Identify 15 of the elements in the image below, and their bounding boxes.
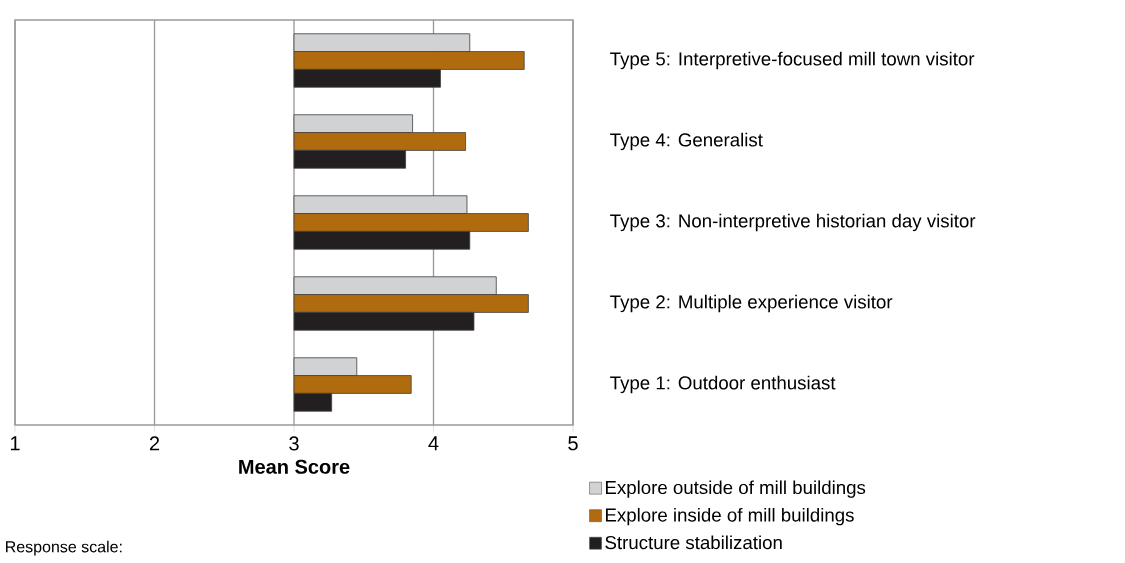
text: Response scale:: [6, 540, 122, 556]
x-tick-label: 4: [428, 436, 439, 451]
x-tick-label: 2: [149, 436, 160, 451]
x-tick-label: 3: [289, 436, 299, 451]
legend-label: Structure stabilization: [605, 535, 782, 550]
y-tick-label: Type 3: Non-interpretive historian day visitor: [610, 213, 976, 232]
legend-label: Explore inside of mill buildings: [606, 507, 854, 526]
y-tick-label: Type 4: Generalist: [610, 132, 763, 151]
y-tick-label: Type 1: Outdoor enthusiast: [610, 375, 836, 394]
x-axis-title: Mean Score: [239, 459, 350, 474]
x-tick-label: 1: [10, 436, 20, 451]
y-tick-label: Type 5: Interpretive-focused mill town visitor: [610, 51, 975, 70]
y-tick-label: Type 2: Multiple experience visitor: [610, 294, 893, 313]
legend-label: Explore outside of mill buildings: [606, 480, 866, 498]
x-tick-label: 5: [568, 436, 578, 451]
